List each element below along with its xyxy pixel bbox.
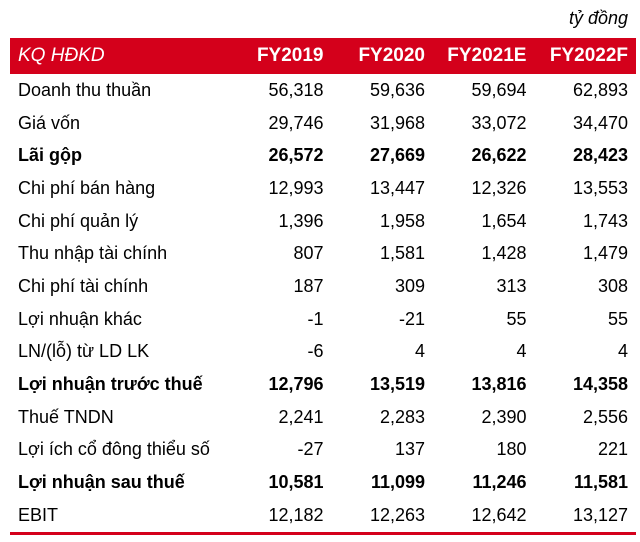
- row-value: 11,246: [472, 472, 527, 493]
- row-value: 12,326: [471, 177, 527, 198]
- row-value: 12,182: [230, 498, 332, 535]
- row-value: 27,669: [369, 145, 425, 166]
- row-value: 12,796: [268, 374, 324, 395]
- table-row: LN/(lỗ) từ LD LK -6 4 4 4: [10, 336, 636, 369]
- row-value: 11,099: [370, 472, 425, 493]
- row-value: 1,654: [481, 210, 527, 231]
- row-value: -1: [307, 308, 324, 329]
- row-value: 56,318: [268, 79, 324, 100]
- header-year: FY2019: [256, 45, 324, 66]
- row-value: 14,358: [572, 374, 628, 395]
- row-label: EBIT: [10, 498, 230, 535]
- row-value: 308: [597, 275, 628, 296]
- row-value: 313: [496, 275, 527, 296]
- table-row: Lãi gộp 26,572 27,669 26,622 28,423: [10, 139, 636, 172]
- row-value: 137: [394, 439, 425, 460]
- row-label: Lợi nhuận sau thuế: [18, 472, 185, 493]
- header-year: FY2022F: [549, 45, 628, 66]
- row-value: 13,447: [369, 177, 425, 198]
- row-value: 62,893: [572, 79, 628, 100]
- table-row: Chi phí bán hàng 12,993 13,447 12,326 13,553: [10, 172, 636, 205]
- table-row: Giá vốn 29,746 31,968 33,072 34,470: [10, 107, 636, 140]
- row-value: 33,072: [471, 112, 527, 133]
- row-value: 12,993: [268, 177, 324, 198]
- row-value: 1,396: [278, 210, 324, 231]
- table-row: EBIT 12,182 12,263 12,642 13,127: [10, 498, 636, 535]
- row-value: 807: [293, 243, 324, 264]
- row-value: 12,263: [331, 498, 433, 535]
- row-label: Lợi nhuận khác: [18, 308, 142, 329]
- row-value: 10,581: [268, 472, 324, 493]
- row-label: Lợi nhuận trước thuế: [18, 374, 203, 395]
- row-label: Lợi ích cổ đông thiểu số: [18, 439, 210, 460]
- row-value: 11,581: [573, 472, 628, 493]
- row-value: -6: [307, 341, 324, 362]
- row-value: 1,479: [582, 243, 628, 264]
- row-value: 2,241: [278, 406, 324, 427]
- unit-label: tỷ đồng: [568, 8, 628, 28]
- table-header-row: KQ HĐKD FY2019 FY2020 FY2021E FY2022F: [10, 38, 636, 74]
- row-value: 12,642: [433, 498, 535, 535]
- row-value: 59,636: [369, 79, 425, 100]
- row-value: 2,556: [582, 406, 628, 427]
- row-label: Thuế TNDN: [18, 406, 114, 427]
- income-statement-table: KQ HĐKD FY2019 FY2020 FY2021E FY2022F Do…: [10, 38, 636, 535]
- table-row: Thu nhập tài chính 807 1,581 1,428 1,479: [10, 237, 636, 270]
- row-value: -27: [297, 439, 324, 460]
- table-row: Chi phí tài chính 187 309 313 308: [10, 270, 636, 303]
- row-value: 55: [607, 308, 628, 329]
- table-row: Chi phí quản lý 1,396 1,958 1,654 1,743: [10, 205, 636, 238]
- row-value: 13,553: [572, 177, 628, 198]
- row-label: Chi phí quản lý: [18, 210, 139, 231]
- row-value: 59,694: [471, 79, 527, 100]
- row-value: 1,743: [582, 210, 628, 231]
- row-value: 180: [496, 439, 527, 460]
- row-value: 13,519: [369, 374, 425, 395]
- row-label: Thu nhập tài chính: [18, 243, 168, 264]
- row-value: 4: [414, 341, 425, 362]
- row-value: 34,470: [572, 112, 628, 133]
- row-value: 1,958: [379, 210, 425, 231]
- row-value: 4: [516, 341, 527, 362]
- row-value: 1,428: [481, 243, 527, 264]
- row-label: Lãi gộp: [18, 145, 82, 166]
- row-label: Doanh thu thuần: [18, 79, 152, 100]
- row-label: Giá vốn: [18, 112, 81, 133]
- header-year: FY2020: [358, 45, 425, 66]
- row-value: 2,283: [379, 406, 425, 427]
- row-value: 26,572: [268, 145, 324, 166]
- header-year: FY2021E: [447, 45, 527, 66]
- row-value: 55: [506, 308, 527, 329]
- row-label: LN/(lỗ) từ LD LK: [18, 341, 150, 362]
- row-value: 309: [394, 275, 425, 296]
- row-value: 13,816: [471, 374, 527, 395]
- table-row: Lợi nhuận sau thuế 10,581 11,099 11,246 11,5…: [10, 466, 636, 499]
- header-label: KQ HĐKD: [18, 45, 105, 66]
- row-value: 221: [597, 439, 628, 460]
- table-row: Doanh thu thuần 56,318 59,636 59,694 62,893: [10, 74, 636, 107]
- table-row: Lợi ích cổ đông thiểu số -27 137 180 221: [10, 434, 636, 467]
- row-label: Chi phí bán hàng: [18, 177, 156, 198]
- table-row: Lợi nhuận trước thuế 12,796 13,519 13,816 14…: [10, 368, 636, 401]
- row-value: 26,622: [471, 145, 527, 166]
- table-row: Lợi nhuận khác -1 -21 55 55: [10, 303, 636, 336]
- row-value: 31,968: [369, 112, 425, 133]
- row-label: Chi phí tài chính: [18, 275, 149, 296]
- row-value: 29,746: [268, 112, 324, 133]
- row-value: 4: [617, 341, 628, 362]
- row-value: 1,581: [379, 243, 425, 264]
- table-body: Doanh thu thuần 56,318 59,636 59,694 62,893 G…: [10, 74, 636, 535]
- row-value: -21: [398, 308, 425, 329]
- row-value: 187: [293, 275, 324, 296]
- table-row: Thuế TNDN 2,241 2,283 2,390 2,556: [10, 401, 636, 434]
- row-value: 13,127: [534, 498, 636, 535]
- row-value: 2,390: [481, 406, 527, 427]
- row-value: 28,423: [572, 145, 628, 166]
